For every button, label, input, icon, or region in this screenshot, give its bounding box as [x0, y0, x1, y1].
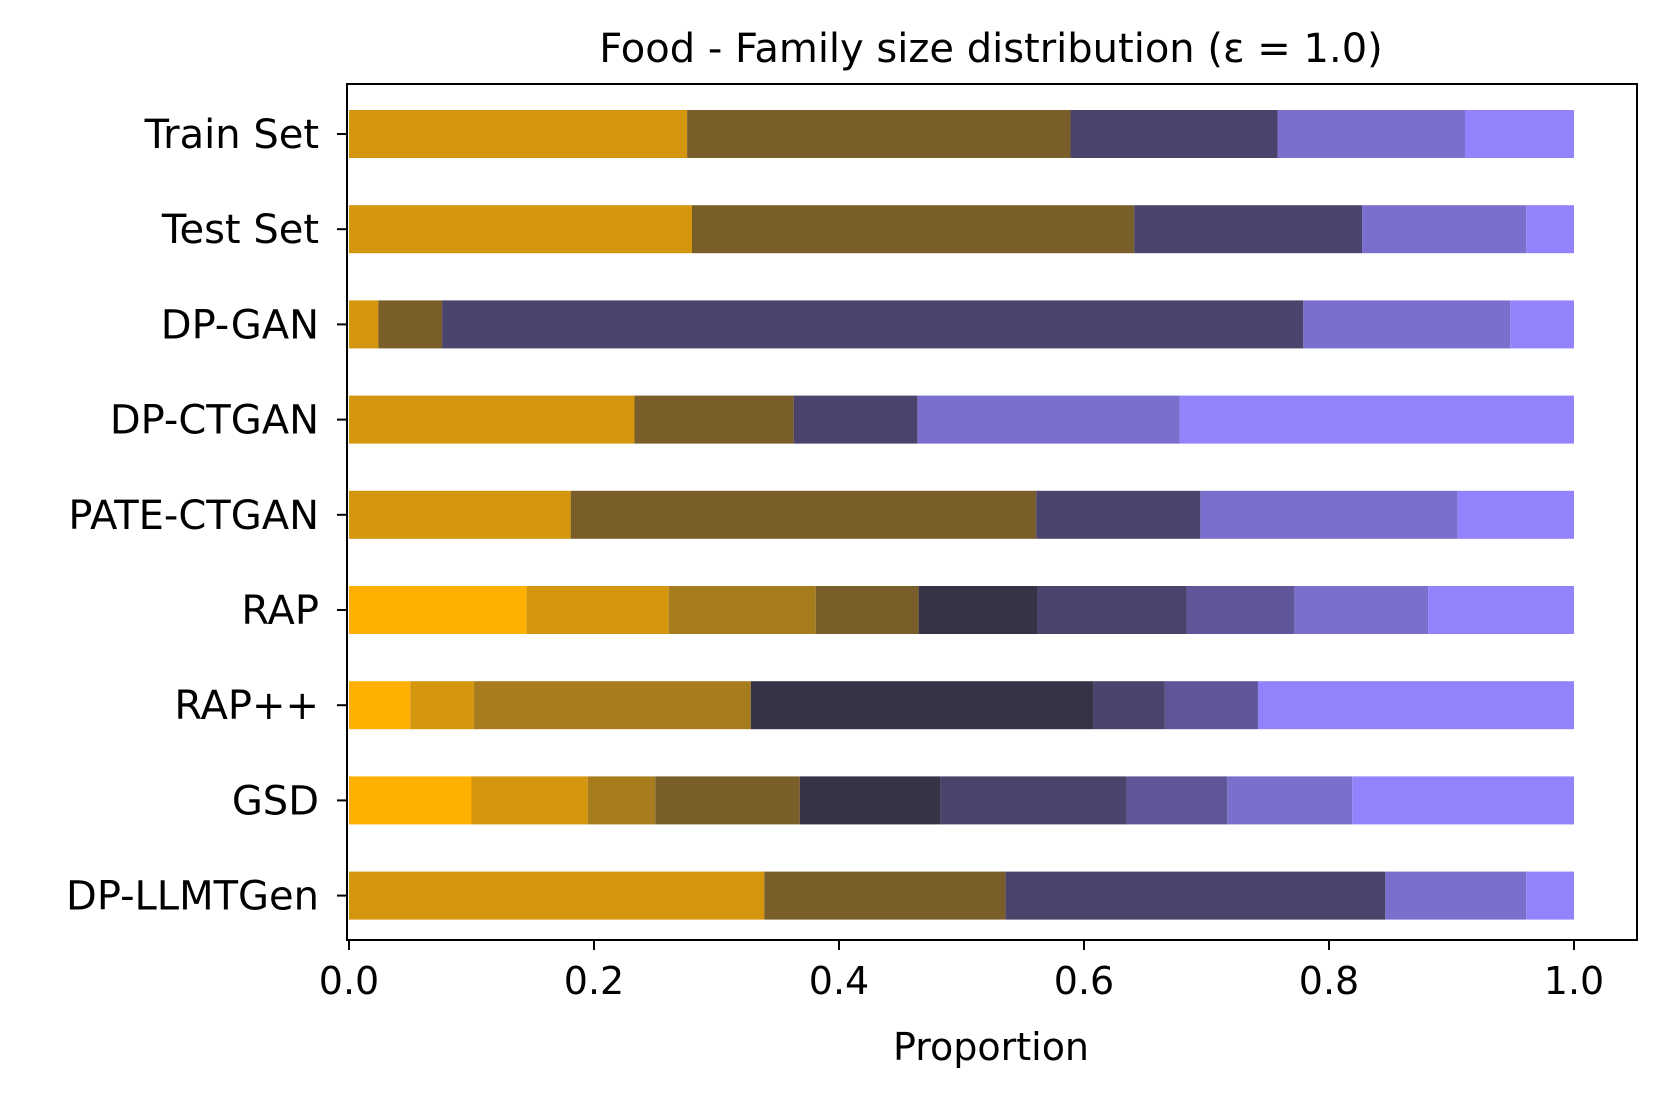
- bar-segment: [526, 586, 669, 634]
- bar-segment: [471, 776, 588, 825]
- bar-segment: [1362, 205, 1527, 254]
- bar-segment: [692, 205, 1135, 254]
- category-label: GSD: [232, 778, 319, 824]
- bar-segment: [1510, 300, 1574, 349]
- bar-segment: [799, 776, 941, 825]
- bar-segment: [1093, 681, 1165, 730]
- x-tick-label: 0.0: [319, 959, 379, 1003]
- bar-segment: [442, 300, 1304, 349]
- bar-segment: [1070, 110, 1278, 158]
- bar-segment: [1005, 871, 1386, 920]
- bar-segment: [634, 395, 794, 444]
- bar-segment: [570, 490, 1037, 539]
- bar-segment: [815, 586, 919, 634]
- bar-segment: [1294, 586, 1429, 634]
- bar-segment: [1036, 490, 1201, 539]
- bar-segment: [764, 871, 1006, 920]
- category-label: DP-LLMTGen: [66, 874, 319, 920]
- bar-segment: [473, 681, 751, 730]
- plot-frame: [346, 83, 1638, 941]
- x-axis: 0.0 0.2 0.4 0.6 0.8 1.0: [319, 940, 1604, 1003]
- bar-segment: [918, 586, 1038, 634]
- bar-segment: [1464, 110, 1574, 158]
- bar-segment: [1126, 776, 1228, 825]
- bar-segment: [349, 681, 411, 730]
- bar-segment: [1186, 586, 1295, 634]
- bar-segment: [1352, 776, 1574, 825]
- bar-segment: [1227, 776, 1353, 825]
- bar-segment: [793, 395, 918, 444]
- bar-segment: [1257, 681, 1574, 730]
- bar-segment: [1526, 871, 1574, 920]
- bar-segment: [940, 776, 1127, 825]
- bar-segment: [750, 681, 1094, 730]
- bar-segment: [1037, 586, 1187, 634]
- category-label: RAP: [241, 588, 319, 634]
- bar-segment: [655, 776, 800, 825]
- bar-segment: [1303, 300, 1511, 349]
- bar-segment: [917, 395, 1180, 444]
- x-tick-label: 0.8: [1299, 959, 1359, 1003]
- bars-group: [349, 110, 1574, 920]
- bar-segment: [687, 110, 1071, 158]
- bar-segment: [1134, 205, 1363, 254]
- bar-segment: [1277, 110, 1465, 158]
- x-tick-label: 0.4: [809, 959, 869, 1003]
- bar-segment: [1526, 205, 1574, 254]
- bar-segment: [668, 586, 816, 634]
- category-label: Train Set: [144, 112, 319, 158]
- bar-segment: [349, 110, 688, 158]
- bar-segment: [349, 300, 379, 349]
- bar-segment: [1200, 490, 1458, 539]
- bar-segment: [1385, 871, 1527, 920]
- bar-segment: [587, 776, 656, 825]
- chart-title: Food - Family size distribution (ε = 1.0…: [599, 26, 1383, 72]
- y-axis: Train Set Test Set DP-GAN DP-CTGAN PATE-CTGA…: [66, 112, 347, 920]
- x-tick-label: 0.2: [564, 959, 624, 1003]
- category-label: RAP++: [174, 683, 319, 729]
- category-label: DP-GAN: [161, 302, 319, 348]
- x-axis-label: Proportion: [893, 1025, 1089, 1069]
- x-tick-label: 1.0: [1544, 959, 1604, 1003]
- bar-segment: [378, 300, 443, 349]
- category-label: DP-CTGAN: [110, 398, 319, 444]
- bar-segment: [1428, 586, 1574, 634]
- bar-segment: [349, 490, 571, 539]
- category-label: Test Set: [161, 207, 319, 253]
- bar-segment: [1457, 490, 1574, 539]
- bar-segment: [410, 681, 474, 730]
- bar-segment: [349, 871, 765, 920]
- bar-segment: [349, 205, 692, 254]
- bar-segment: [1179, 395, 1574, 444]
- category-label: PATE-CTGAN: [68, 493, 319, 539]
- bar-segment: [1164, 681, 1258, 730]
- bar-segment: [349, 776, 472, 825]
- x-tick-label: 0.6: [1054, 959, 1114, 1003]
- bar-segment: [349, 586, 527, 634]
- bar-segment: [349, 395, 635, 444]
